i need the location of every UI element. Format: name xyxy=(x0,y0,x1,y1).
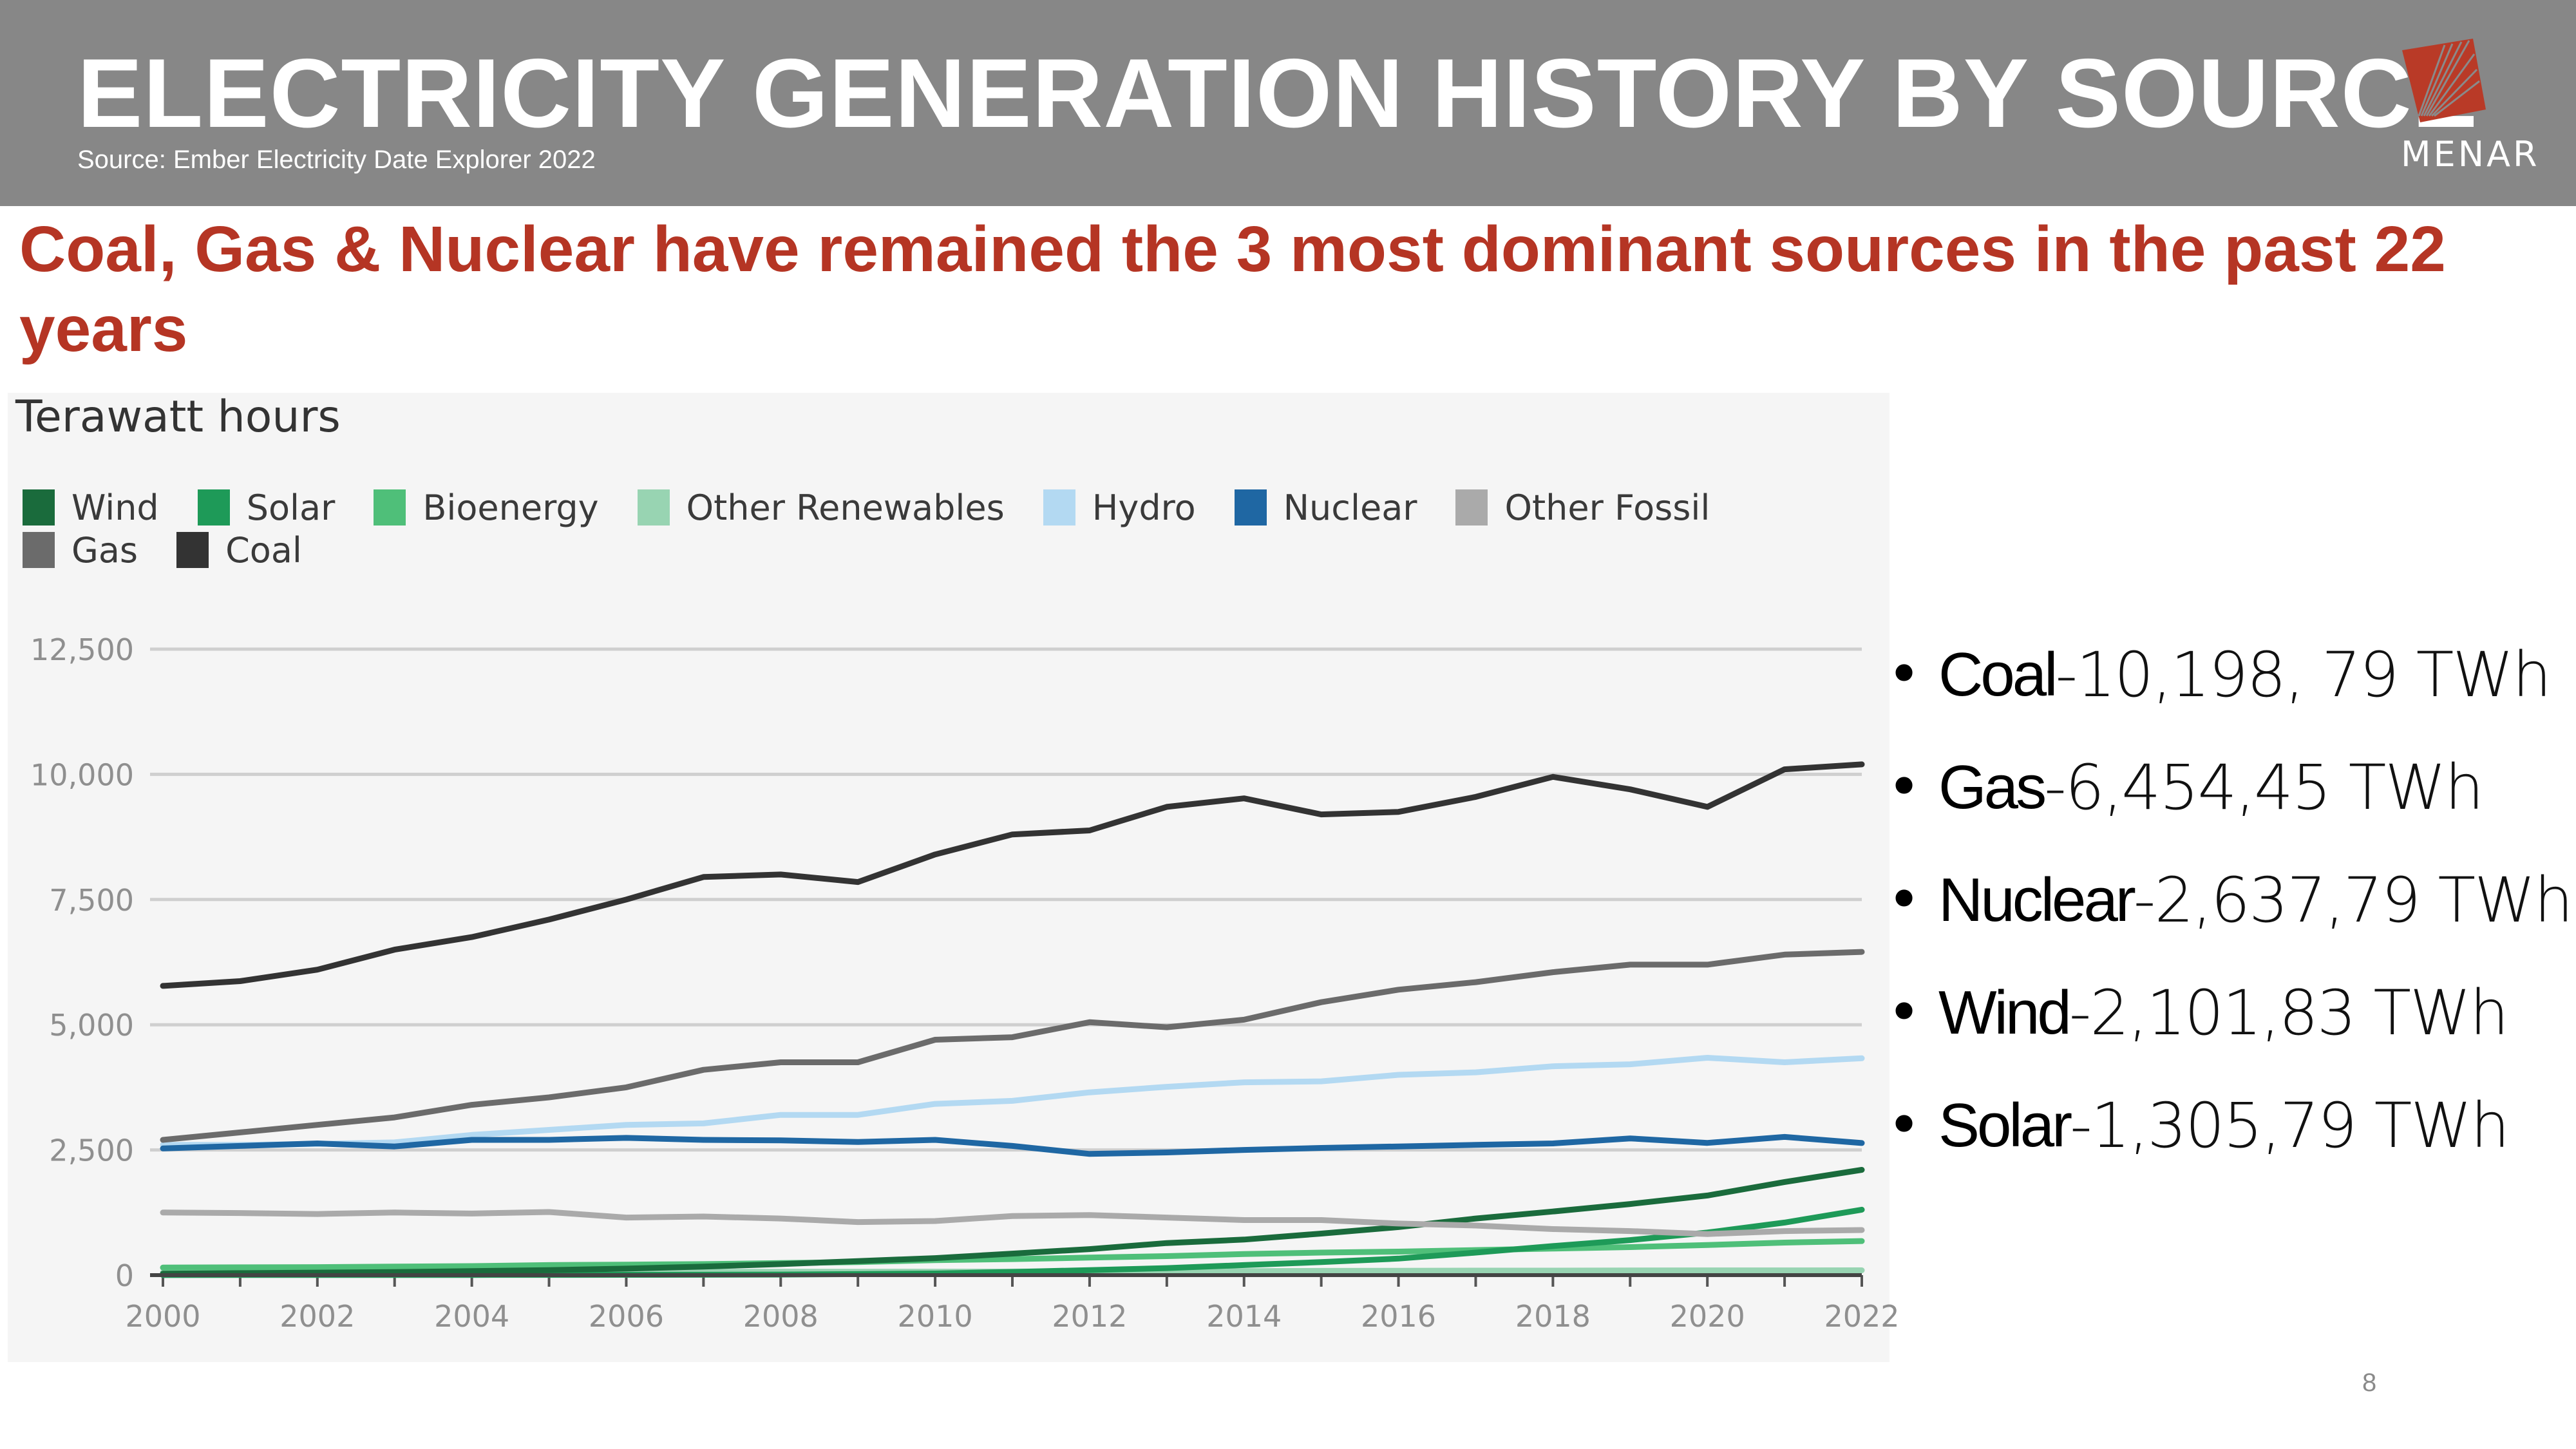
x-tick-label: 2012 xyxy=(1052,1299,1127,1334)
chart-legend: Wind Solar Bioenergy Other Renewables Hydro N… xyxy=(23,486,1826,571)
stat-wind: • Wind -2,101,83 TWh xyxy=(1880,956,2572,1069)
y-tick-label: 7,500 xyxy=(49,883,134,918)
y-tick-label: 0 xyxy=(115,1258,134,1293)
chart-panel xyxy=(8,393,1889,1362)
series-line-other-fossil xyxy=(160,1209,1865,1237)
series-line-gas xyxy=(160,949,1865,1143)
series-line-wind xyxy=(160,1167,1865,1277)
x-tick-label: 2022 xyxy=(1824,1299,1899,1334)
stat-value: 2,101,83 TWh xyxy=(2090,976,2508,1049)
legend-swatch xyxy=(197,489,230,526)
legend-item-wind[interactable]: Wind xyxy=(23,488,159,528)
x-tick-label: 2020 xyxy=(1670,1299,1745,1334)
x-tick-label: 2018 xyxy=(1515,1299,1591,1334)
legend-item-solar[interactable]: Solar xyxy=(197,487,336,528)
stat-sep: - xyxy=(2044,751,2067,824)
stat-sep: - xyxy=(2055,638,2078,711)
chart-y-unit-label: Terawatt hours xyxy=(15,392,341,442)
legend-swatch xyxy=(374,489,406,526)
legend-row: Wind Solar Bioenergy Other Renewables Hydro N… xyxy=(23,486,1826,529)
legend-item-hydro[interactable]: Hydro xyxy=(1043,488,1196,528)
legend-row: Gas Coal xyxy=(23,529,1826,571)
x-tick-label: 2008 xyxy=(743,1299,819,1334)
stat-coal: • Coal -10,198, 79 TWh xyxy=(1880,618,2572,731)
series-line-coal xyxy=(160,761,1865,989)
page-title: ELECTRICITY GENERATION HISTORY BY SOURCE xyxy=(77,39,2478,148)
x-tick-label: 2016 xyxy=(1361,1299,1436,1334)
legend-label: Other Renewables xyxy=(686,487,1005,528)
legend-swatch xyxy=(23,489,55,526)
legend-label: Gas xyxy=(71,529,138,571)
legend-label: Bioenergy xyxy=(422,487,599,528)
legend-swatch xyxy=(23,532,55,568)
stat-name: Coal xyxy=(1938,639,2058,709)
stat-gas: • Gas - 6,454,45 TWh xyxy=(1880,731,2572,844)
x-tick-label: 2000 xyxy=(125,1299,200,1334)
series-line-nuclear xyxy=(160,1133,1865,1157)
x-tick-label: 2006 xyxy=(589,1299,664,1334)
legend-item-other-fossil[interactable]: Other Fossil xyxy=(1455,488,1710,528)
y-tick-label: 5,000 xyxy=(49,1008,134,1043)
legend-swatch xyxy=(1455,489,1488,526)
series-line-bioenergy xyxy=(160,1238,1865,1271)
bullet-icon: • xyxy=(1887,753,1921,821)
bullet-icon: • xyxy=(1887,641,1921,708)
legend-item-bioenergy[interactable]: Bioenergy xyxy=(374,487,599,528)
stat-name: Wind xyxy=(1938,978,2072,1047)
stat-value: 6,454,45 TWh xyxy=(2065,751,2484,824)
legend-label: Nuclear xyxy=(1283,487,1417,528)
menar-logo-icon xyxy=(2402,39,2486,122)
legend-swatch xyxy=(1234,489,1267,526)
series-line-hydro xyxy=(160,1055,1865,1148)
x-tick-label: 2010 xyxy=(898,1299,973,1334)
page-number: 8 xyxy=(2362,1368,2377,1397)
y-tick-label: 12,500 xyxy=(30,632,134,667)
stats-list: • Coal -10,198, 79 TWh • Gas - 6,454,45 TW… xyxy=(1880,618,2573,1182)
legend-label: Hydro xyxy=(1092,487,1196,528)
legend-label: Other Fossil xyxy=(1504,487,1710,528)
legend-item-coal[interactable]: Coal xyxy=(176,530,302,571)
legend-item-other-renewables[interactable]: Other Renewables xyxy=(637,487,1005,528)
x-tick-label: 2014 xyxy=(1206,1299,1282,1334)
stat-name: Solar xyxy=(1938,1090,2072,1160)
logo-text: MENAR xyxy=(2401,134,2540,175)
stat-nuclear: • Nuclear - 2,637,79 TWh xyxy=(1880,844,2573,956)
stat-name: Nuclear xyxy=(1938,865,2136,934)
legend-label: Coal xyxy=(225,529,302,571)
legend-label: Solar xyxy=(246,487,336,528)
stat-value: 10,198, 79 TWh xyxy=(2076,638,2552,711)
bullet-icon: • xyxy=(1887,1092,1921,1159)
legend-swatch xyxy=(637,489,670,526)
stat-sep: - xyxy=(2133,864,2156,936)
x-tick-label: 2004 xyxy=(434,1299,509,1334)
headline: Coal, Gas & Nuclear have remained the 3 … xyxy=(19,213,2446,365)
legend-item-nuclear[interactable]: Nuclear xyxy=(1234,487,1417,528)
stat-value: 2,637,79 TWh xyxy=(2154,864,2573,936)
legend-label: Wind xyxy=(71,487,159,528)
legend-item-gas[interactable]: Gas xyxy=(23,530,138,571)
stat-name: Gas xyxy=(1938,752,2047,822)
y-tick-label: 10,000 xyxy=(30,757,134,792)
header-bar: ELECTRICITY GENERATION HISTORY BY SOURCE… xyxy=(0,0,2576,206)
stat-sep: - xyxy=(2070,1089,2092,1162)
stat-sep: - xyxy=(2069,976,2092,1049)
legend-swatch xyxy=(1043,489,1075,526)
source-note: Source: Ember Electricity Date Explorer … xyxy=(77,146,596,174)
x-tick-label: 2002 xyxy=(279,1299,355,1334)
y-tick-label: 2,500 xyxy=(49,1133,134,1168)
legend-swatch xyxy=(176,532,209,568)
bullet-icon: • xyxy=(1887,979,1921,1046)
stat-solar: • Solar -1,305,79 TWh xyxy=(1880,1069,2572,1182)
bullet-icon: • xyxy=(1887,866,1921,934)
stat-value: 1,305,79 TWh xyxy=(2090,1089,2510,1162)
